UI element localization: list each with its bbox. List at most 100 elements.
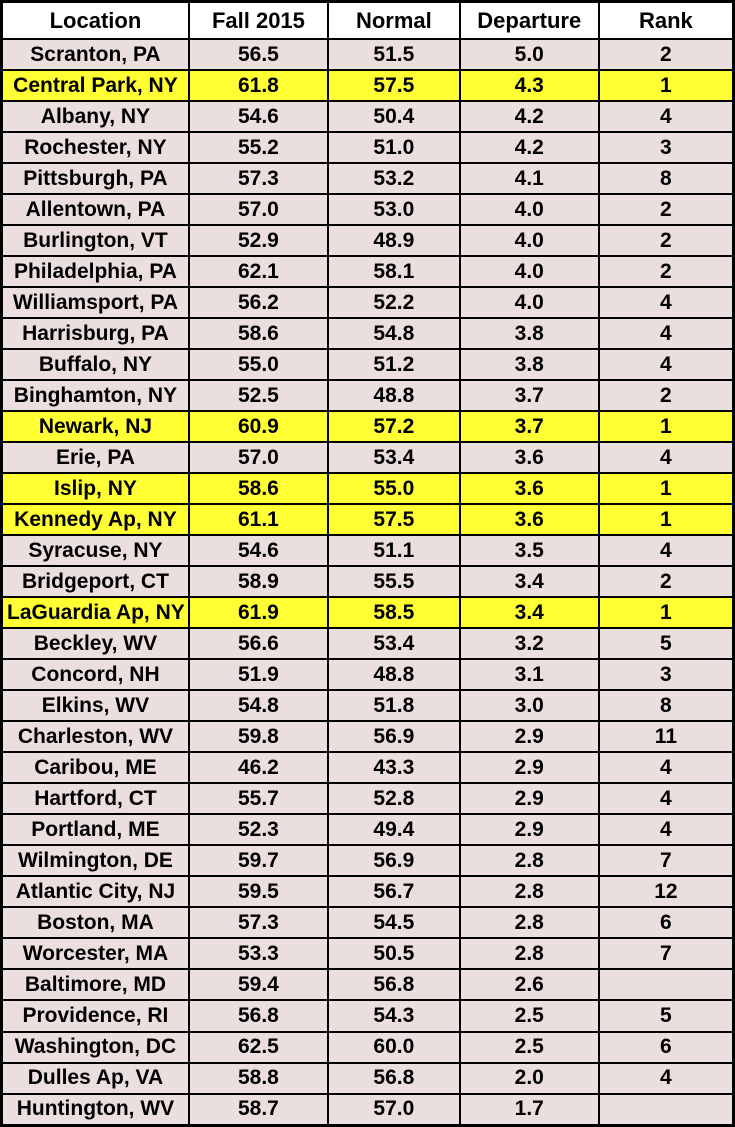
rank-cell: 6 [597, 1030, 735, 1064]
table-row: Central Park, NY 61.8 57.5 4.3 1 [0, 69, 735, 103]
location-cell: Burlington, VT [0, 224, 190, 258]
fall-2015-cell: 58.6 [187, 472, 329, 506]
location-cell: Scranton, PA [0, 37, 190, 72]
departure-cell: 3.4 [458, 565, 600, 599]
table-row: Burlington, VT 52.9 48.9 4.0 2 [0, 224, 735, 258]
departure-cell: 3.6 [458, 503, 600, 537]
table-row: Williamsport, PA 56.2 52.2 4.0 4 [0, 286, 735, 320]
rank-cell: 4 [597, 751, 735, 785]
fall-2015-cell: 55.0 [187, 348, 329, 382]
column-header-fall-2015: Fall 2015 [187, 0, 329, 40]
column-header-departure: Departure [458, 0, 600, 40]
departure-cell: 2.9 [458, 782, 600, 816]
location-cell: Washington, DC [0, 1030, 190, 1064]
normal-cell: 48.8 [326, 379, 461, 413]
normal-cell: 49.4 [326, 813, 461, 847]
table-row: Kennedy Ap, NY 61.1 57.5 3.6 1 [0, 503, 735, 537]
normal-cell: 52.8 [326, 782, 461, 816]
table-row: Dulles Ap, VA 58.8 56.8 2.0 4 [0, 1061, 735, 1095]
rank-cell: 7 [597, 937, 735, 971]
table-body: Scranton, PA 56.5 51.5 5.0 2 Central Par… [0, 37, 735, 1127]
departure-cell: 4.2 [458, 100, 600, 134]
location-cell: Binghamton, NY [0, 379, 190, 413]
normal-cell: 48.9 [326, 224, 461, 258]
normal-cell: 57.5 [326, 69, 461, 103]
fall-2015-cell: 57.0 [187, 193, 329, 227]
location-cell: Caribou, ME [0, 751, 190, 785]
normal-cell: 53.2 [326, 162, 461, 196]
normal-cell: 54.8 [326, 317, 461, 351]
table-row: Beckley, WV 56.6 53.4 3.2 5 [0, 627, 735, 661]
location-cell: LaGuardia Ap, NY [0, 596, 190, 630]
departure-cell: 4.0 [458, 224, 600, 258]
fall-2015-cell: 53.3 [187, 937, 329, 971]
departure-cell: 2.9 [458, 720, 600, 754]
location-cell: Allentown, PA [0, 193, 190, 227]
rank-cell: 8 [597, 162, 735, 196]
departure-cell: 4.0 [458, 255, 600, 289]
rank-cell: 12 [597, 875, 735, 909]
departure-cell: 3.7 [458, 410, 600, 444]
table-row: Providence, RI 56.8 54.3 2.5 5 [0, 999, 735, 1033]
fall-2015-cell: 55.7 [187, 782, 329, 816]
normal-cell: 51.5 [326, 37, 461, 72]
location-cell: Charleston, WV [0, 720, 190, 754]
normal-cell: 51.8 [326, 689, 461, 723]
table-row: Pittsburgh, PA 57.3 53.2 4.1 8 [0, 162, 735, 196]
location-cell: Worcester, MA [0, 937, 190, 971]
departure-cell: 4.3 [458, 69, 600, 103]
header-row: Location Fall 2015 Normal Departure Rank [0, 0, 735, 40]
fall-2015-cell: 61.8 [187, 69, 329, 103]
location-cell: Beckley, WV [0, 627, 190, 661]
fall-2015-cell: 56.6 [187, 627, 329, 661]
table-row: Albany, NY 54.6 50.4 4.2 4 [0, 100, 735, 134]
rank-cell [597, 968, 735, 1002]
departure-cell: 5.0 [458, 37, 600, 72]
normal-cell: 56.8 [326, 968, 461, 1002]
departure-cell: 3.5 [458, 534, 600, 568]
rank-cell: 8 [597, 689, 735, 723]
location-cell: Williamsport, PA [0, 286, 190, 320]
column-header-normal: Normal [326, 0, 461, 40]
fall-2015-cell: 46.2 [187, 751, 329, 785]
fall-2015-cell: 57.3 [187, 162, 329, 196]
table-row: Elkins, WV 54.8 51.8 3.0 8 [0, 689, 735, 723]
table-row: Scranton, PA 56.5 51.5 5.0 2 [0, 37, 735, 72]
departure-cell: 2.8 [458, 844, 600, 878]
fall-2015-cell: 52.9 [187, 224, 329, 258]
rank-cell: 2 [597, 379, 735, 413]
normal-cell: 56.9 [326, 844, 461, 878]
normal-cell: 54.3 [326, 999, 461, 1033]
location-cell: Elkins, WV [0, 689, 190, 723]
location-cell: Pittsburgh, PA [0, 162, 190, 196]
location-cell: Kennedy Ap, NY [0, 503, 190, 537]
fall-2015-cell: 62.1 [187, 255, 329, 289]
normal-cell: 52.2 [326, 286, 461, 320]
departure-cell: 3.7 [458, 379, 600, 413]
departure-cell: 3.6 [458, 441, 600, 475]
location-cell: Newark, NJ [0, 410, 190, 444]
departure-cell: 1.7 [458, 1092, 600, 1127]
fall-2015-cell: 55.2 [187, 131, 329, 165]
fall-2015-cell: 52.5 [187, 379, 329, 413]
rank-cell: 4 [597, 348, 735, 382]
fall-2015-cell: 59.5 [187, 875, 329, 909]
fall-2015-cell: 59.7 [187, 844, 329, 878]
table-row: Atlantic City, NJ 59.5 56.7 2.8 12 [0, 875, 735, 909]
rank-cell: 4 [597, 534, 735, 568]
table-row: Syracuse, NY 54.6 51.1 3.5 4 [0, 534, 735, 568]
fall-2015-cell: 62.5 [187, 1030, 329, 1064]
table-row: Islip, NY 58.6 55.0 3.6 1 [0, 472, 735, 506]
location-cell: Philadelphia, PA [0, 255, 190, 289]
departure-cell: 4.0 [458, 193, 600, 227]
normal-cell: 60.0 [326, 1030, 461, 1064]
table-row: Charleston, WV 59.8 56.9 2.9 11 [0, 720, 735, 754]
location-cell: Rochester, NY [0, 131, 190, 165]
normal-cell: 57.2 [326, 410, 461, 444]
rank-cell: 1 [597, 410, 735, 444]
table-row: Huntington, WV 58.7 57.0 1.7 [0, 1092, 735, 1127]
column-header-rank: Rank [597, 0, 735, 40]
table-row: Bridgeport, CT 58.9 55.5 3.4 2 [0, 565, 735, 599]
location-cell: Providence, RI [0, 999, 190, 1033]
location-cell: Dulles Ap, VA [0, 1061, 190, 1095]
